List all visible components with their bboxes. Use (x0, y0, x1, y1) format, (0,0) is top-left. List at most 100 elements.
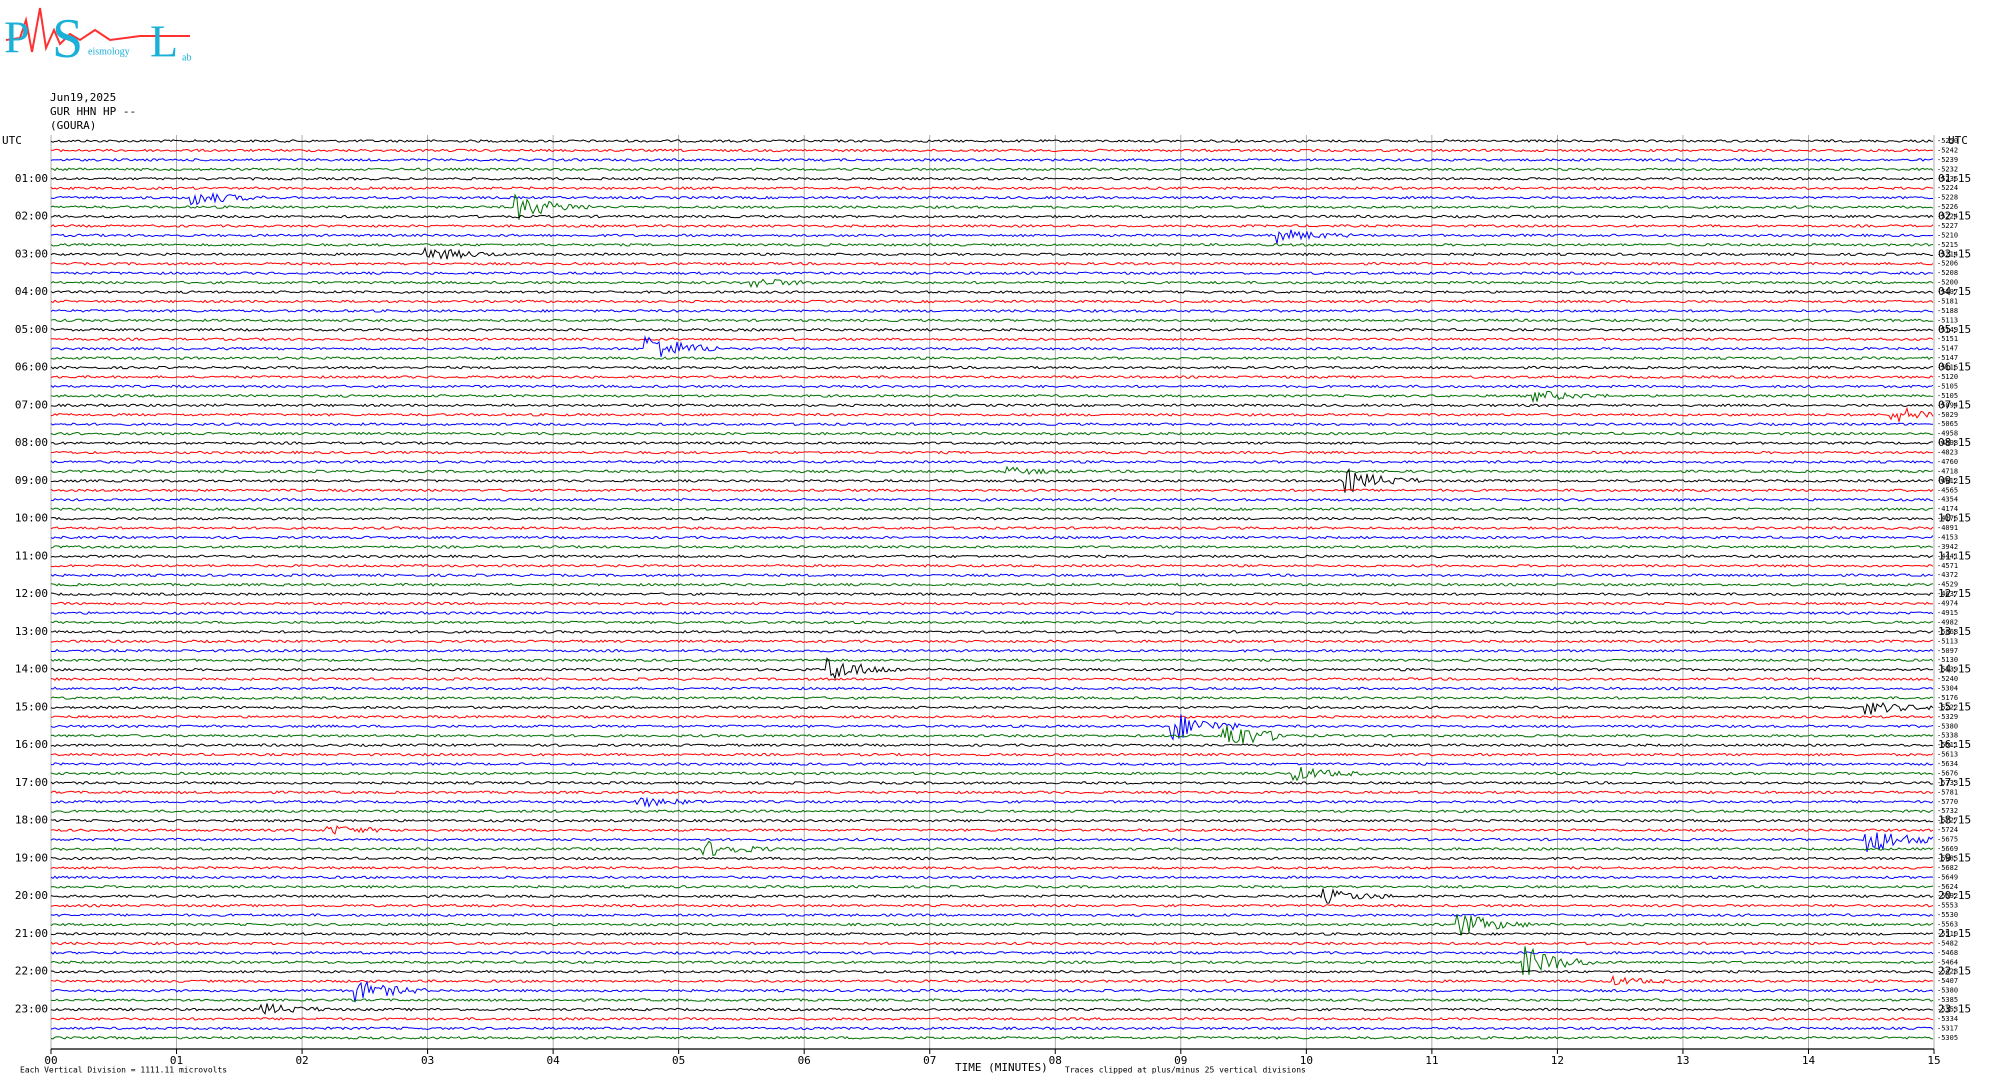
left-time-label: 10:00 (15, 512, 48, 525)
trace-offset: -5188 (1937, 307, 1958, 315)
trace (50, 980, 1934, 1003)
trace-offset: -5113 (1937, 637, 1958, 645)
left-time-label: 09:00 (15, 474, 48, 487)
trace (50, 148, 1934, 153)
left-time-label: 03:00 (15, 247, 48, 260)
right-time-label: 16:15 (1938, 738, 1971, 751)
trace-offset: -4974 (1937, 600, 1958, 608)
trace (50, 725, 1934, 744)
trace-offset: -4612 (1937, 477, 1958, 485)
trace (50, 422, 1933, 427)
trace-offset: -5511 (1937, 741, 1958, 749)
trace-offset: -5353 (1937, 1005, 1958, 1013)
x-tick-label: 03 (421, 1054, 434, 1067)
trace-offset: -5228 (1937, 194, 1958, 202)
right-time-label: 18:15 (1938, 814, 1971, 827)
trace-offset: -4354 (1937, 496, 1958, 504)
right-time-label: 01:15 (1938, 172, 1971, 185)
x-tick-label: 00 (44, 1054, 57, 1067)
trace (50, 563, 1934, 568)
trace (50, 884, 1934, 889)
x-axis-label: TIME (MINUTES) (955, 1061, 1048, 1074)
trace (50, 818, 1934, 823)
x-tick-label: 10 (1300, 1054, 1313, 1067)
trace (50, 299, 1934, 304)
left-time-label: 16:00 (15, 738, 48, 751)
station-name: (GOURA) (50, 119, 96, 132)
trace-offset: -5210 (1937, 231, 1958, 239)
logo-letter: S (52, 8, 83, 70)
x-tick-label: 08 (1049, 1054, 1062, 1067)
trace (50, 582, 1934, 587)
trace (50, 507, 1934, 512)
trace-offset: -5120 (1937, 373, 1958, 381)
trace-offset: -5236 (1937, 175, 1958, 183)
left-time-label: 17:00 (15, 776, 48, 789)
right-time-label: 15:15 (1938, 700, 1971, 713)
left-time-label: 04:00 (15, 285, 48, 298)
trace (50, 658, 1934, 663)
logo-letter: P (4, 12, 30, 63)
trace (50, 1026, 1934, 1031)
trace-offset: -4571 (1937, 562, 1958, 570)
date: Jun19,2025 (50, 91, 116, 104)
trace-offset: -5634 (1937, 760, 1958, 768)
trace-offset: -5553 (1937, 902, 1958, 910)
left-time-label: UTC (2, 134, 22, 147)
trace (50, 1002, 1934, 1015)
left-time-label: 15:00 (15, 700, 48, 713)
left-time-label: 08:00 (15, 436, 48, 449)
trace (50, 467, 1934, 493)
trace (50, 913, 1934, 917)
trace (50, 544, 1934, 549)
right-time-label: 05:15 (1938, 323, 1971, 336)
trace (50, 998, 1934, 1002)
trace-offset: -5727 (1937, 817, 1958, 825)
trace (50, 488, 1934, 493)
trace (50, 701, 1934, 715)
trace-offset: -4091 (1937, 524, 1958, 532)
trace-offset: -5676 (1937, 769, 1958, 777)
trace-offset: -5130 (1937, 656, 1958, 664)
trace-offset: -5094 (1937, 401, 1958, 409)
right-time-label: 21:15 (1938, 927, 1971, 940)
left-time-label: 01:00 (15, 172, 48, 185)
logo-letter: L (150, 16, 178, 67)
left-time-label: 18:00 (15, 814, 48, 827)
trace-offset: -5097 (1937, 647, 1958, 655)
trace (50, 450, 1933, 455)
right-time-label: 04:15 (1938, 285, 1971, 298)
right-time-label: 10:15 (1938, 512, 1971, 525)
trace-offset: -5669 (1937, 845, 1958, 853)
trace (50, 335, 1934, 357)
trace-offset: -5232 (1937, 165, 1958, 173)
trace-offset: -5147 (1937, 345, 1958, 353)
trace (50, 460, 1934, 464)
right-time-label: 12:15 (1938, 587, 1971, 600)
trace-offset: -5329 (1937, 713, 1958, 721)
trace-offset: -5105 (1937, 392, 1958, 400)
trace (50, 497, 1934, 502)
logo-word: eismology (88, 46, 130, 57)
trace (50, 639, 1934, 644)
logo: P S L eismology ab (4, 7, 191, 70)
trace-offset: -5385 (1937, 996, 1958, 1004)
trace (50, 516, 1934, 521)
left-time-label: 22:00 (15, 965, 48, 978)
left-time-label: 13:00 (15, 625, 48, 638)
trace-offset: -5732 (1937, 807, 1958, 815)
trace-offset: -5068 (1937, 628, 1958, 636)
trace-offset: -5149 (1937, 326, 1958, 334)
trace (50, 796, 1934, 808)
right-time-label: 20:15 (1938, 889, 1971, 902)
left-time-label: 02:00 (15, 210, 48, 223)
trace-offset: -4898 (1937, 439, 1958, 447)
trace (50, 309, 1934, 313)
right-time-label: UTC (1948, 134, 1968, 147)
trace (50, 1017, 1934, 1021)
trace-offset: -5105 (1937, 382, 1958, 390)
trace (50, 657, 1934, 681)
trace (50, 246, 1934, 260)
trace (50, 856, 1934, 861)
